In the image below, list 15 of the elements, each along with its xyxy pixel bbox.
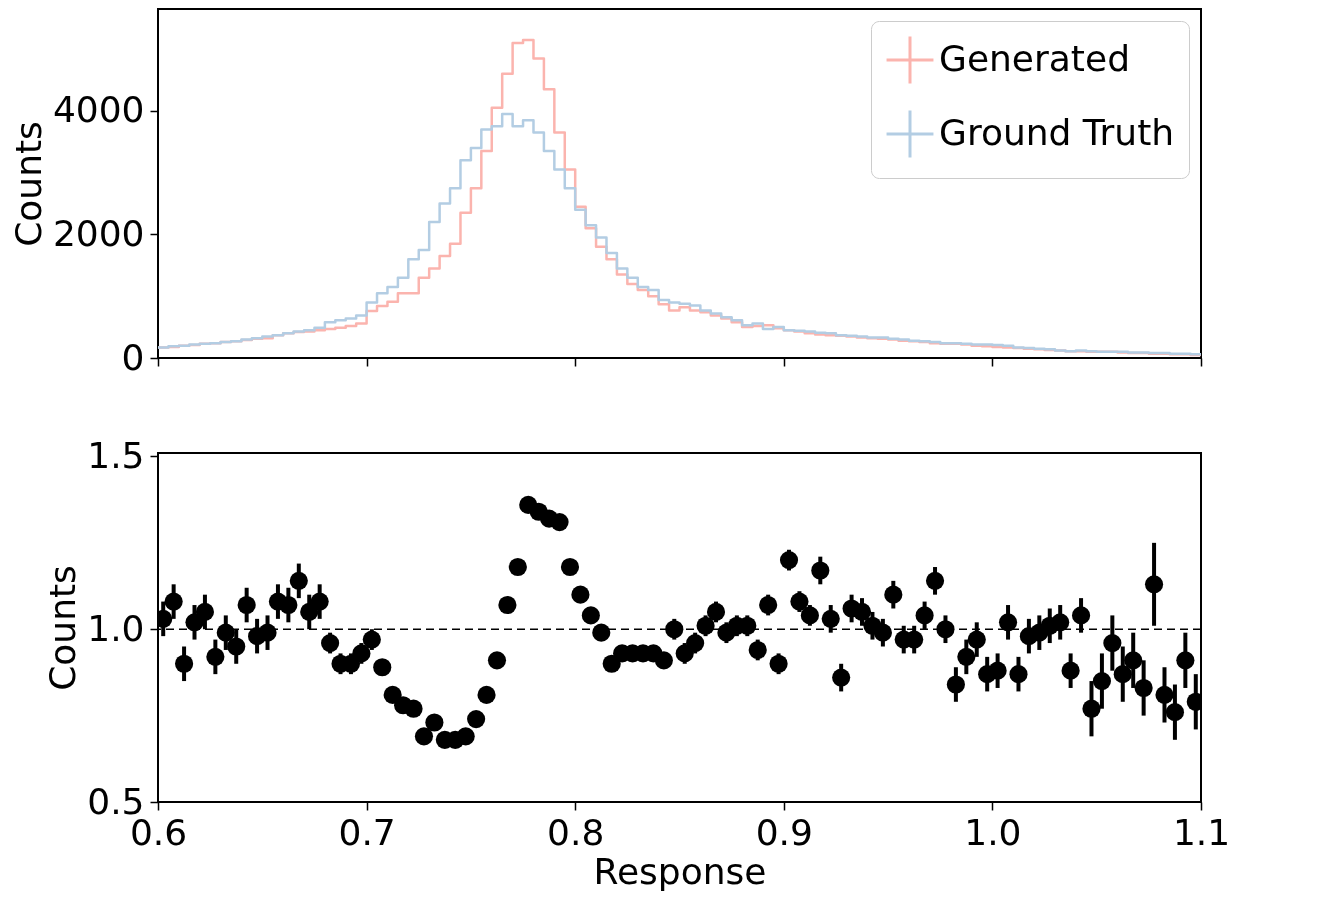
x-tick-label: 1.0 bbox=[964, 811, 1022, 853]
y-tick-label: 2000 bbox=[52, 212, 145, 254]
y-tick-label: 0 bbox=[121, 336, 145, 378]
y-tick-label: 1.0 bbox=[87, 607, 145, 649]
y-axis-title: Counts bbox=[42, 565, 84, 691]
legend-label: Generated bbox=[939, 38, 1130, 79]
x-tick-label: 0.7 bbox=[338, 811, 396, 853]
x-tick-label: 1.1 bbox=[1172, 811, 1231, 853]
x-axis-title: Response bbox=[593, 850, 767, 892]
legend-label: Ground Truth bbox=[939, 112, 1175, 153]
x-tick-label: 0.9 bbox=[755, 811, 813, 853]
y-tick-label: 1.5 bbox=[87, 434, 145, 476]
y-tick-label: 4000 bbox=[52, 89, 145, 131]
x-tick-label: 0.8 bbox=[547, 811, 605, 853]
y-axis-title: Counts bbox=[7, 121, 49, 247]
